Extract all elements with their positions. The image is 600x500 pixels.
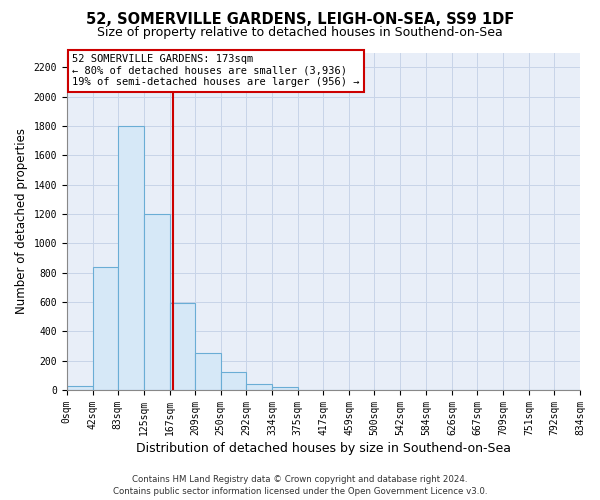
Text: 52 SOMERVILLE GARDENS: 173sqm
← 80% of detached houses are smaller (3,936)
19% o: 52 SOMERVILLE GARDENS: 173sqm ← 80% of d… xyxy=(72,54,359,88)
Bar xyxy=(67,386,92,390)
Bar xyxy=(247,384,272,390)
Bar xyxy=(170,304,196,390)
Bar xyxy=(143,214,170,390)
Bar xyxy=(92,267,118,390)
Y-axis label: Number of detached properties: Number of detached properties xyxy=(15,128,28,314)
Bar xyxy=(118,126,143,390)
Text: 52, SOMERVILLE GARDENS, LEIGH-ON-SEA, SS9 1DF: 52, SOMERVILLE GARDENS, LEIGH-ON-SEA, SS… xyxy=(86,12,514,28)
Text: Contains HM Land Registry data © Crown copyright and database right 2024.
Contai: Contains HM Land Registry data © Crown c… xyxy=(113,474,487,496)
Bar xyxy=(196,352,221,390)
Bar xyxy=(272,387,298,390)
Bar xyxy=(221,372,247,390)
X-axis label: Distribution of detached houses by size in Southend-on-Sea: Distribution of detached houses by size … xyxy=(136,442,511,455)
Text: Size of property relative to detached houses in Southend-on-Sea: Size of property relative to detached ho… xyxy=(97,26,503,39)
